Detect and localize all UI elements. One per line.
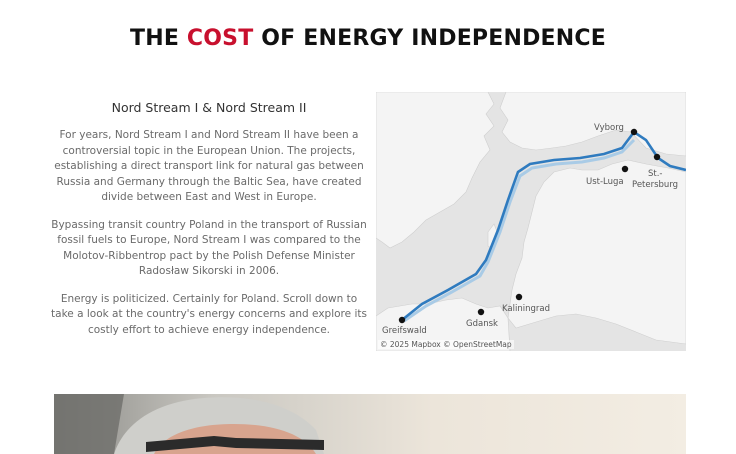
pipeline-map[interactable]: Vyborg St.- Petersburg Ust-Luga Kalining… — [376, 92, 686, 351]
st-petersburg-dot — [653, 153, 661, 161]
ust-luga-dot — [621, 165, 629, 173]
map-attribution[interactable]: © 2025 Mapbox © OpenStreetMap — [378, 340, 514, 349]
greifswald-label: Greifswald — [382, 326, 427, 336]
ust-luga-label: Ust-Luga — [586, 177, 624, 187]
intro-paragraph-3: Energy is politicized. Certainly for Pol… — [51, 292, 367, 336]
intro-text-column: Nord Stream I & Nord Stream II For years… — [48, 100, 370, 350]
st-petersburg-label-2: Petersburg — [632, 180, 678, 190]
intro-paragraph-1: For years, Nord Stream I and Nord Stream… — [54, 129, 364, 203]
kaliningrad-dot — [515, 293, 523, 301]
portrait-photo — [54, 394, 686, 454]
portrait-image — [54, 394, 324, 454]
gdansk-label: Gdansk — [466, 319, 498, 329]
greifswald-dot — [398, 316, 406, 324]
gdansk-dot — [477, 308, 485, 316]
photo-glasses — [146, 436, 324, 452]
land-scandinavia — [376, 92, 495, 249]
pipeline-nord-stream-i — [401, 130, 686, 322]
pipeline-nord-stream-ii — [403, 138, 636, 323]
title-accent: COST — [186, 26, 254, 51]
vyborg-label: Vyborg — [594, 123, 624, 133]
kaliningrad-label: Kaliningrad — [502, 304, 550, 314]
st-petersburg-label-1: St.- — [648, 169, 663, 179]
photo-hair-dark — [54, 394, 124, 454]
land-finland — [499, 92, 686, 157]
map-svg: Vyborg St.- Petersburg Ust-Luga Kalining… — [376, 92, 686, 351]
page-title: THE COST OF ENERGY INDEPENDENCE — [130, 26, 606, 51]
land-baltics-russia — [507, 159, 686, 345]
vyborg-dot — [630, 128, 638, 136]
section-heading: Nord Stream I & Nord Stream II — [111, 100, 307, 115]
intro-paragraph-2: Bypassing transit country Poland in the … — [51, 218, 367, 278]
